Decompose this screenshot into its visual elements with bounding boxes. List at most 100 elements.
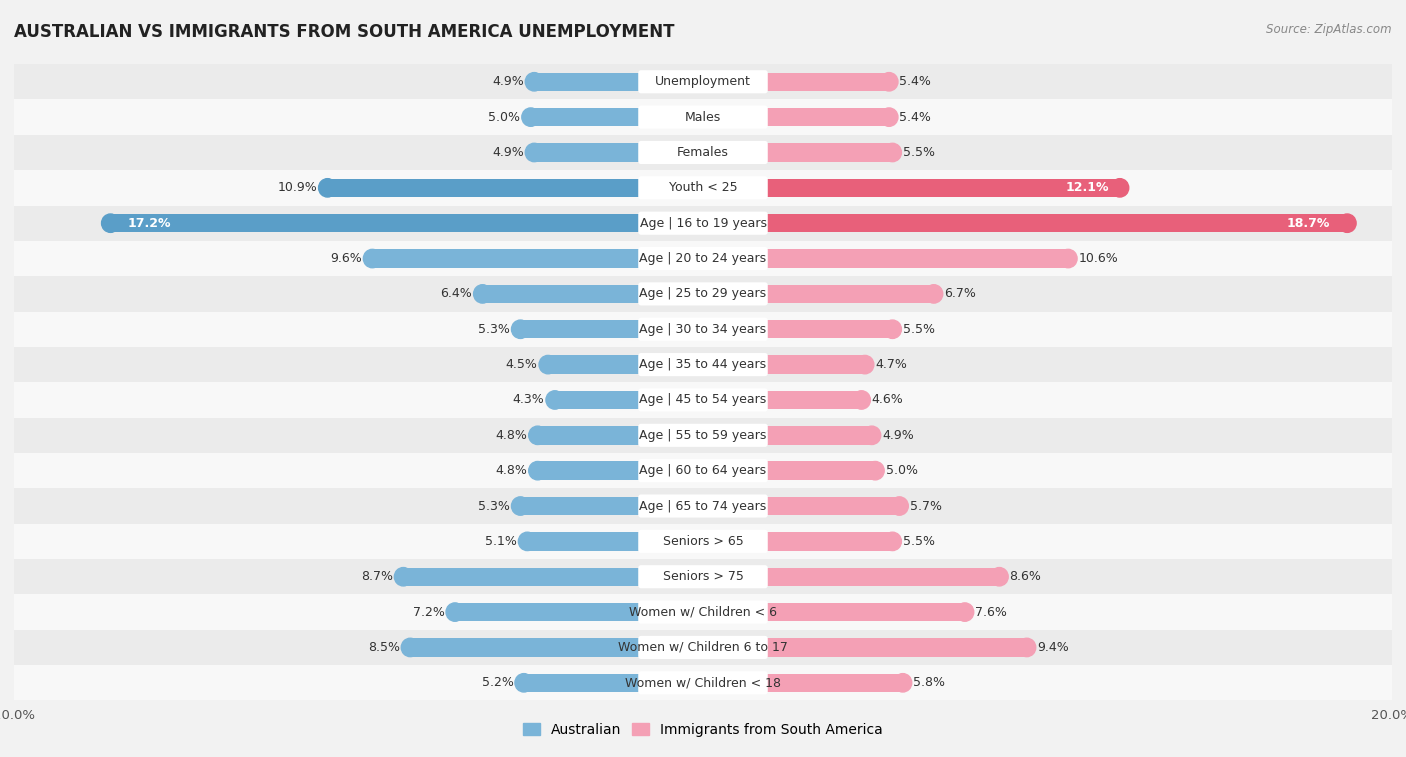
Bar [534,143,703,162]
Text: 9.6%: 9.6% [330,252,361,265]
Bar [14,241,1392,276]
Text: 5.5%: 5.5% [903,322,935,336]
Text: 5.4%: 5.4% [900,111,931,123]
Bar [482,285,703,303]
Circle shape [880,108,898,126]
Circle shape [512,497,530,516]
FancyBboxPatch shape [638,70,768,93]
Text: 5.5%: 5.5% [903,535,935,548]
Bar [14,99,1392,135]
Bar [14,135,1392,170]
Text: Males: Males [685,111,721,123]
Bar [703,674,903,692]
Circle shape [538,356,557,374]
Bar [534,73,703,91]
Text: 4.9%: 4.9% [492,75,524,89]
Bar [14,418,1392,453]
Text: Age | 16 to 19 years: Age | 16 to 19 years [640,217,766,229]
Circle shape [519,532,536,550]
Circle shape [529,462,547,480]
Bar [703,285,934,303]
Bar [111,214,703,232]
Circle shape [401,638,419,656]
Bar [456,603,703,621]
Text: 5.5%: 5.5% [903,146,935,159]
FancyBboxPatch shape [638,565,768,588]
Text: 5.2%: 5.2% [482,676,513,690]
Bar [703,426,872,444]
Text: 6.4%: 6.4% [440,288,472,301]
Text: Seniors > 65: Seniors > 65 [662,535,744,548]
Bar [703,179,1119,197]
Circle shape [1018,638,1036,656]
Circle shape [863,426,880,444]
Text: 4.9%: 4.9% [882,428,914,442]
Bar [14,453,1392,488]
FancyBboxPatch shape [638,282,768,306]
Circle shape [883,532,901,550]
Circle shape [363,249,381,268]
Text: 6.7%: 6.7% [945,288,976,301]
Circle shape [852,391,870,409]
Text: 5.0%: 5.0% [488,111,520,123]
Bar [703,356,865,374]
Bar [703,73,889,91]
Bar [555,391,703,409]
Text: 5.7%: 5.7% [910,500,942,512]
Bar [328,179,703,197]
FancyBboxPatch shape [638,212,768,235]
Text: 12.1%: 12.1% [1066,182,1109,195]
Text: 9.4%: 9.4% [1038,641,1069,654]
Text: Women w/ Children < 6: Women w/ Children < 6 [628,606,778,618]
Bar [520,497,703,516]
Bar [14,382,1392,418]
Text: 8.5%: 8.5% [368,641,399,654]
Text: Unemployment: Unemployment [655,75,751,89]
FancyBboxPatch shape [638,388,768,412]
Bar [411,638,703,656]
Circle shape [1059,249,1077,268]
Text: 5.1%: 5.1% [485,535,517,548]
Bar [14,559,1392,594]
Bar [14,488,1392,524]
Text: 8.6%: 8.6% [1010,570,1042,583]
Text: 5.8%: 5.8% [912,676,945,690]
Text: 7.2%: 7.2% [413,606,444,618]
Text: AUSTRALIAN VS IMMIGRANTS FROM SOUTH AMERICA UNEMPLOYMENT: AUSTRALIAN VS IMMIGRANTS FROM SOUTH AMER… [14,23,675,41]
Circle shape [956,603,974,621]
Circle shape [515,674,533,692]
Text: Age | 30 to 34 years: Age | 30 to 34 years [640,322,766,336]
Bar [703,568,1000,586]
Bar [14,524,1392,559]
Circle shape [529,426,547,444]
Text: 5.0%: 5.0% [886,464,918,477]
FancyBboxPatch shape [638,530,768,553]
FancyBboxPatch shape [638,600,768,624]
Text: Women w/ Children 6 to 17: Women w/ Children 6 to 17 [619,641,787,654]
FancyBboxPatch shape [638,424,768,447]
Circle shape [990,568,1008,586]
Bar [703,214,1347,232]
FancyBboxPatch shape [638,494,768,518]
Text: Age | 45 to 54 years: Age | 45 to 54 years [640,394,766,407]
Bar [14,312,1392,347]
Text: 4.8%: 4.8% [495,428,527,442]
Bar [404,568,703,586]
Bar [14,64,1392,99]
Text: 4.7%: 4.7% [875,358,907,371]
Bar [537,462,703,480]
Bar [703,638,1026,656]
Circle shape [319,179,336,197]
Bar [703,462,875,480]
FancyBboxPatch shape [638,141,768,164]
Bar [14,665,1392,700]
Text: Age | 65 to 74 years: Age | 65 to 74 years [640,500,766,512]
FancyBboxPatch shape [638,459,768,482]
Circle shape [101,214,120,232]
Circle shape [526,143,543,162]
Bar [14,205,1392,241]
Circle shape [546,391,564,409]
Bar [14,170,1392,205]
Bar [703,532,893,550]
Text: 17.2%: 17.2% [128,217,172,229]
